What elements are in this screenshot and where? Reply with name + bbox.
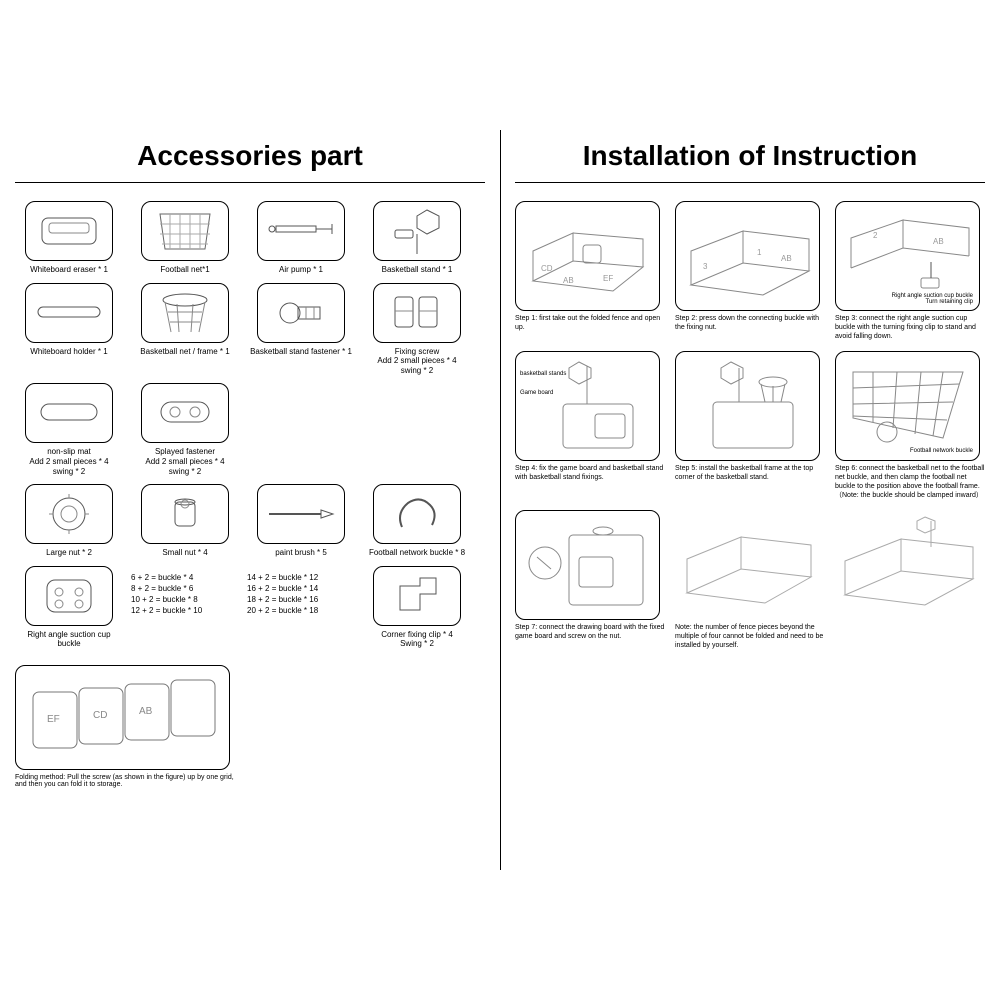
svg-text:EF: EF: [603, 274, 613, 283]
small-nut-icon: [165, 494, 205, 534]
acc-whiteboard-eraser: Whiteboard eraser * 1: [15, 201, 123, 275]
acc-basketball-stand-fastener: Basketball stand fastener * 1: [247, 283, 355, 376]
step3-annot: Right angle suction cup buckle Turn reta…: [892, 293, 973, 306]
acc-basketball-stand: Basketball stand * 1: [363, 201, 471, 275]
spacer: [247, 383, 355, 476]
screw-icon: [389, 291, 445, 335]
svg-text:AB: AB: [933, 237, 944, 246]
spacer: [363, 383, 471, 476]
holder-icon: [34, 301, 104, 325]
large-nut-icon: [44, 492, 94, 536]
svg-text:2: 2: [873, 231, 878, 240]
mat-icon: [37, 398, 101, 428]
acc-football-net: Football net*1: [131, 201, 239, 275]
step6-annot: Football network buckle: [910, 448, 973, 454]
acc-folding-diagram: EF CD AB Folding method: Pull the screw …: [15, 665, 240, 788]
step-final: [835, 510, 985, 650]
step-note: Note: the number of fence pieces beyond …: [675, 510, 825, 650]
corner-clip-icon: [392, 574, 442, 618]
fastener-icon: [276, 293, 326, 333]
step-6: Football network buckle Step 6: connect …: [835, 351, 985, 500]
step4-annot: basketball stands Game board: [520, 370, 566, 399]
acc-large-nut: Large nut * 2: [15, 484, 123, 558]
acc-air-pump: Air pump * 1: [247, 201, 355, 275]
buckle-table-col2: 14 + 2 = buckle * 12 16 + 2 = buckle * 1…: [247, 566, 355, 649]
step-2: 31AB Step 2: press down the connecting b…: [675, 201, 825, 341]
brush-icon: [265, 504, 337, 524]
svg-text:EF: EF: [47, 714, 60, 725]
suction-icon: [39, 572, 99, 620]
bball-stand-icon: [387, 206, 447, 256]
installation-grid: CDABEF Step 1: first take out the folded…: [515, 201, 985, 651]
acc-fixing-screw: Fixing screw Add 2 small pieces * 4 swin…: [363, 283, 471, 376]
acc-paint-brush: paint brush * 5: [247, 484, 355, 558]
svg-text:3: 3: [703, 262, 708, 271]
svg-text:CD: CD: [93, 710, 107, 721]
acc-small-nut: Small nut * 4: [131, 484, 239, 558]
step-5: Step 5: install the basketball frame at …: [675, 351, 825, 500]
acc-suction-cup-buckle: Right angle suction cup buckle: [15, 566, 123, 649]
svg-text:AB: AB: [139, 706, 153, 717]
step-1: CDABEF Step 1: first take out the folded…: [515, 201, 665, 341]
pump-icon: [266, 216, 336, 246]
svg-text:AB: AB: [563, 276, 574, 285]
installation-column: Installation of Instruction CD AB EF Step …: [500, 0, 1000, 1000]
net-icon: [155, 209, 215, 253]
accessories-column: Accessories part Whiteboard eraser * 1 F…: [0, 0, 500, 1000]
hoop-icon: [157, 290, 213, 336]
acc-non-slip-mat: non-slip mat Add 2 small pieces * 4 swin…: [15, 383, 123, 476]
eraser-icon: [39, 212, 99, 250]
step3-icon: 2 AB: [843, 208, 973, 304]
acc-football-network-buckle: Football network buckle * 8: [363, 484, 471, 558]
step-3: 2 AB Right angle suction cup buckle Turn …: [835, 201, 985, 341]
step1-icon: CD AB EF: [523, 211, 653, 301]
accessories-grid: Whiteboard eraser * 1 Football net*1 Air…: [15, 201, 485, 788]
note-icon: [675, 515, 820, 615]
buckle-icon: [392, 493, 442, 535]
step-7: Step 7: connect the drawing board with t…: [515, 510, 665, 650]
step-4: basketball stands Game board Step 4: fix…: [515, 351, 665, 500]
step5-icon: [683, 358, 813, 454]
folding-icon: EF CD AB: [23, 672, 223, 762]
step2-icon: 3 1 AB: [683, 211, 813, 301]
buckle-table-col1: 6 + 2 = buckle * 4 8 + 2 = buckle * 6 10…: [131, 566, 239, 649]
step7-icon: [523, 517, 653, 613]
accessories-title: Accessories part: [15, 20, 485, 183]
acc-corner-fixing-clip: Corner fixing clip * 4 Swing * 2: [363, 566, 471, 649]
acc-whiteboard-holder: Whiteboard holder * 1: [15, 283, 123, 376]
splayed-icon: [155, 396, 215, 430]
acc-splayed-fastener: Splayed fastener Add 2 small pieces * 4 …: [131, 383, 239, 476]
svg-text:CD: CD: [541, 264, 553, 273]
final-icon: [835, 515, 980, 615]
installation-title: Installation of Instruction: [515, 20, 985, 183]
acc-basketball-net-frame: Basketball net / frame * 1: [131, 283, 239, 376]
step6-icon: [843, 358, 973, 454]
svg-text:1: 1: [757, 248, 762, 257]
svg-text:AB: AB: [781, 254, 792, 263]
